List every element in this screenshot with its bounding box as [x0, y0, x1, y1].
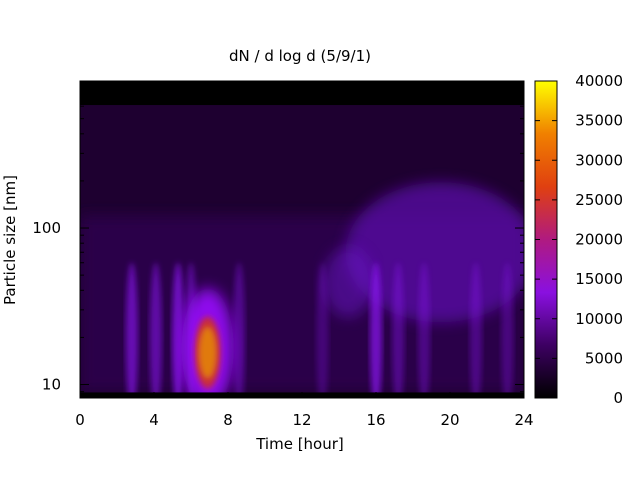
colorbar: 0 5000 10000 15000 20000 25000 30000 35000 40000	[534, 72, 623, 407]
colorbar-tick-label: 0	[613, 389, 623, 407]
heatmap-streak	[370, 262, 382, 398]
colorbar-tick-label: 25000	[575, 191, 623, 209]
x-tick-label: 4	[149, 411, 159, 429]
colorbar-ticks: 0 5000 10000 15000 20000 25000 30000 35000 40000	[535, 72, 623, 407]
x-tick-label: 16	[366, 411, 385, 429]
heatmap-burst-core	[198, 326, 217, 379]
heatmap-streak	[501, 262, 514, 398]
x-tick-label: 20	[440, 411, 459, 429]
y-tick-label: 10	[42, 376, 61, 394]
x-tick-label: 24	[514, 411, 533, 429]
heatmap-streak	[172, 262, 185, 398]
colorbar-tick-label: 40000	[575, 72, 623, 90]
colorbar-tick-label: 5000	[585, 349, 623, 367]
colorbar-tick-label: 10000	[575, 310, 623, 328]
heatmap-streak	[316, 262, 329, 398]
colorbar-tick-label: 15000	[575, 270, 623, 288]
heatmap-accumulation-mode-left	[323, 247, 374, 318]
y-axis-label: Particle size [nm]	[1, 175, 19, 305]
y-tick-label: 100	[32, 219, 61, 237]
chart-title: dN / d log d (5/9/1)	[229, 47, 371, 65]
x-axis-label: Time [hour]	[255, 435, 344, 453]
heatmap-streak	[149, 262, 162, 398]
heatmap-plot-area	[80, 81, 524, 398]
heatmap-streak	[392, 262, 405, 398]
x-axis-ticks: 0 4 8 12 16 20 24	[75, 81, 534, 429]
y-axis-ticks: 10 100	[32, 86, 524, 394]
heatmap-streak	[125, 262, 138, 398]
heatmap-streak	[469, 262, 482, 398]
x-tick-label: 0	[75, 411, 85, 429]
heatmap-streak	[418, 262, 431, 398]
colorbar-tick-label: 35000	[575, 112, 623, 130]
colorbar-tick-label: 20000	[575, 231, 623, 249]
heatmap-streak	[233, 262, 246, 398]
x-tick-label: 12	[292, 411, 311, 429]
colorbar-tick-label: 30000	[575, 151, 623, 169]
x-tick-label: 8	[223, 411, 233, 429]
